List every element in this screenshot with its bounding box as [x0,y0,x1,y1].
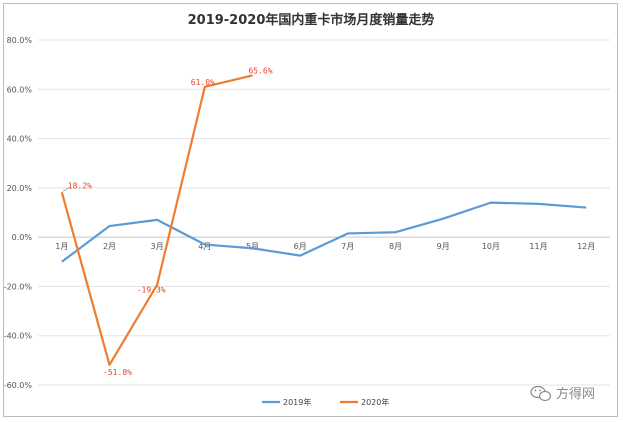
x-tick-label: 8月 [389,242,402,251]
x-tick-label: 7月 [341,242,354,251]
x-tick-label: 9月 [437,242,450,251]
y-tick-label: 80.0% [7,36,33,45]
legend-label: 2020年 [361,397,389,407]
watermark: 方得网 [530,385,595,402]
y-tick-label: 0.0% [12,233,33,242]
y-tick-label: -40.0% [4,332,33,341]
y-tick-label: -60.0% [4,381,33,390]
x-tick-label: 5月 [246,242,259,251]
legend: 2019年 2020年 [262,397,389,407]
x-tick-label: 11月 [529,242,547,251]
x-tick-label: 1月 [55,242,68,251]
data-label: -51.8% [103,368,132,377]
grid-lines [38,39,610,386]
series-line [61,201,587,263]
x-tick-label: 10月 [482,242,500,251]
y-tick-label: 60.0% [7,85,33,94]
y-axis-ticks: 80.0% 60.0% 40.0% 20.0% 0.0% -20.0% -40.0% -60.… [4,36,33,390]
series-group [60,74,587,366]
series-line [60,74,253,366]
data-label: 65.6% [248,66,272,75]
data-label: 61.0% [191,78,215,87]
y-tick-label: 20.0% [7,184,33,193]
wechat-icon [530,385,552,402]
x-tick-label: 2月 [103,242,116,251]
y-tick-label: -20.0% [4,282,33,291]
data-label: 18.2% [68,181,92,190]
leader-line [62,186,71,192]
x-tick-label: 4月 [198,242,211,251]
data-labels: 18.2% -51.8% -19.3% 61.0% 65.6% [62,66,273,377]
x-tick-label: 6月 [294,242,307,251]
watermark-text: 方得网 [556,386,595,402]
x-tick-label: 3月 [151,242,164,251]
y-tick-label: 40.0% [7,135,33,144]
legend-label: 2019年 [283,397,311,407]
x-tick-label: 12月 [577,242,595,251]
chart-title: 2019-2020年国内重卡市场月度销量走势 [188,12,435,28]
x-axis-ticks: 1月 2月 3月 4月 5月 6月 7月 8月 9月 10月 11月 12月 [55,242,595,251]
data-label: -19.3% [137,286,166,295]
